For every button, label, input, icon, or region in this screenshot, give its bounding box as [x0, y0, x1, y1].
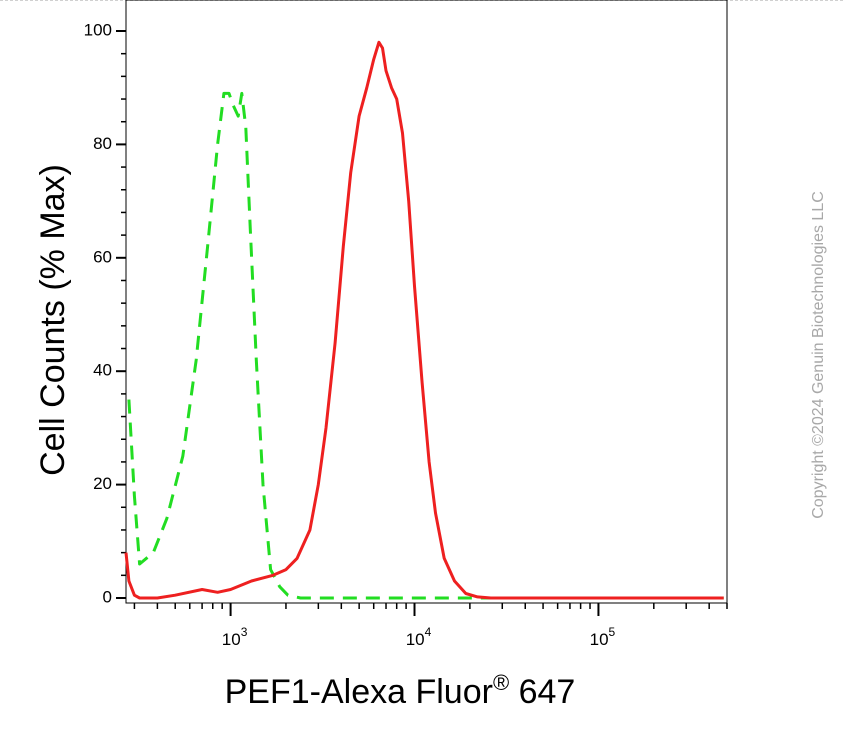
x-tick-exponent: 4	[425, 625, 432, 639]
y-tick-label: 0	[103, 587, 112, 606]
plot-frame	[125, 0, 728, 604]
x-axis-title-main: PEF1-Alexa Fluor	[225, 673, 493, 711]
x-axis-title-superscript: ®	[493, 670, 509, 695]
x-tick-label: 105	[590, 625, 616, 649]
y-tick-label: 60	[93, 247, 112, 266]
x-axis: 103 104 105	[133, 603, 728, 649]
x-axis-title: PEF1-Alexa Fluor® 647	[225, 670, 576, 711]
y-axis-title: Cell Counts (% Max)	[34, 164, 72, 476]
x-axis-title-suffix: 647	[509, 673, 575, 711]
x-tick-label: 103	[222, 625, 248, 649]
y-axis: 0 20 40 60 80 100	[84, 20, 126, 606]
x-tick-exponent: 5	[609, 625, 616, 639]
histogram-series-2	[124, 40, 724, 600]
x-tick-base: 10	[590, 630, 609, 649]
copyright-watermark: Copyright ©2024 Genuin Biotechnologies L…	[810, 191, 827, 519]
x-tick-label: 104	[406, 625, 432, 649]
y-tick-label: 20	[93, 474, 112, 493]
y-tick-label: 80	[93, 134, 112, 153]
y-tick-label: 100	[84, 20, 112, 39]
histogram-series-1	[127, 91, 724, 600]
x-tick-base: 10	[222, 630, 241, 649]
series-layer	[124, 40, 724, 600]
x-tick-base: 10	[406, 630, 425, 649]
x-tick-exponent: 3	[241, 625, 248, 639]
y-tick-label: 40	[93, 361, 112, 380]
